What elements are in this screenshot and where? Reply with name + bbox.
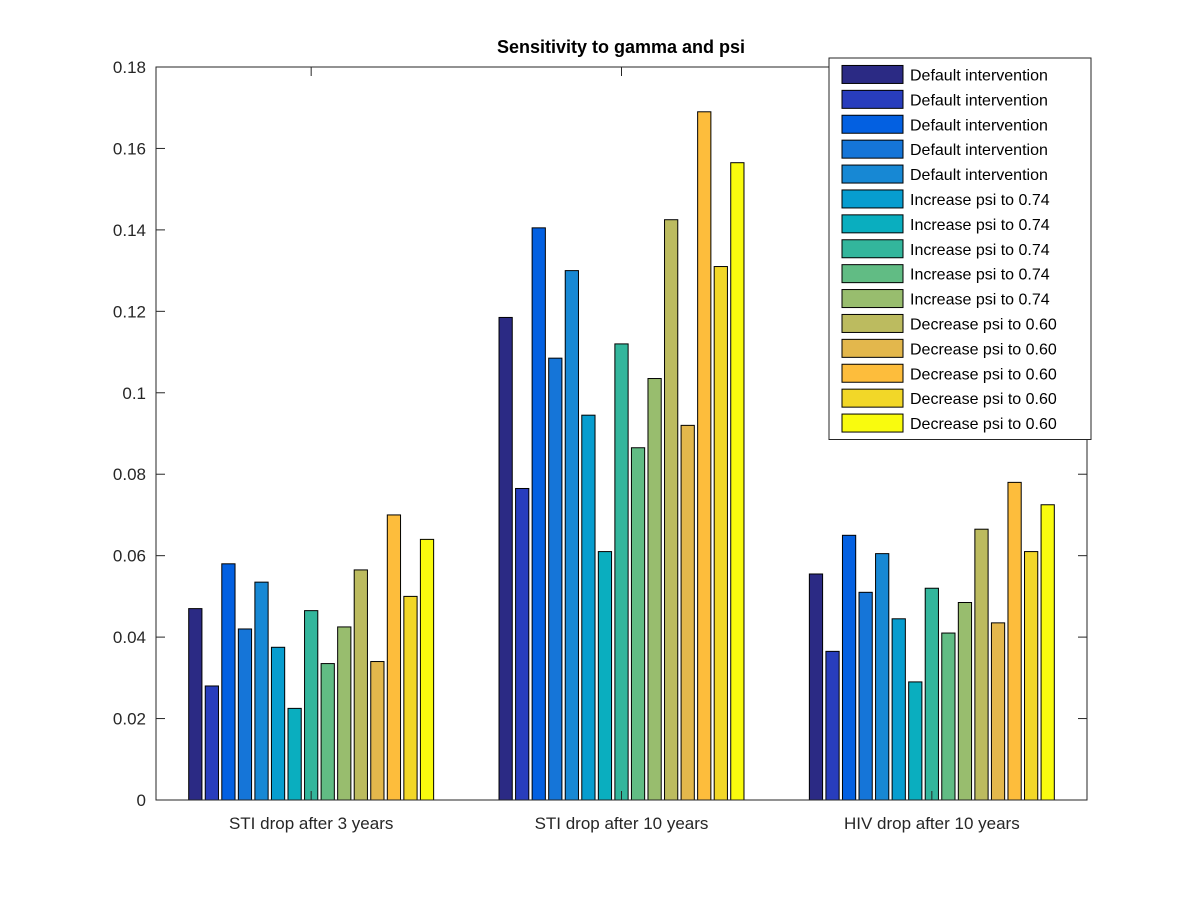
legend-swatch [841,114,904,134]
bar [254,581,269,801]
bar [581,414,596,801]
bar [664,219,679,801]
bar [221,563,236,801]
x-tick-label: STI drop after 10 years [535,814,709,833]
bar [320,663,335,801]
y-tick-label: 0.02 [113,710,146,729]
bar [188,608,203,801]
legend-label: Increase psi to 0.74 [910,242,1050,259]
bar [957,602,973,801]
bar [531,227,546,801]
bar [697,111,712,801]
y-tick-label: 0.18 [113,58,146,77]
bar [974,528,989,801]
bar [204,685,219,801]
legend-swatch [841,164,904,184]
legend-label: Increase psi to 0.74 [910,192,1050,209]
legend-swatch [841,388,904,408]
y-tick-label: 0.12 [113,302,146,321]
legend-label: Default intervention [910,67,1048,84]
axes-group: 0 0.02 0.04 0.06 0.08 0.1 0.12 0.14 0.16 0.18 STI … [113,58,1088,833]
y-tick-label: 0.14 [113,221,146,240]
bar [825,650,840,801]
legend-label: Decrease psi to 0.60 [910,391,1057,408]
bar [680,424,695,801]
legend-swatch [841,289,904,309]
legend-swatch [841,214,904,234]
legend-swatch [841,313,904,333]
bar [304,610,319,801]
legend-swatch [841,264,904,284]
bar [370,661,385,801]
y-tick-label: 0 [137,791,146,810]
y-tick-label: 0.1 [122,384,146,403]
legend-swatch [841,139,904,159]
bar [841,534,857,801]
bar [564,270,579,801]
bar [808,573,824,801]
bar [353,569,368,801]
legend-swatch [841,363,904,383]
bar [647,378,662,801]
bar [597,551,613,801]
legend-label: Default intervention [910,117,1048,134]
bar [1024,551,1039,801]
bar [548,357,563,801]
bar [1007,481,1022,801]
legend-label: Decrease psi to 0.60 [910,316,1057,333]
bar [386,514,402,801]
bar [924,587,939,801]
legend-label: Default intervention [910,167,1048,184]
bar [730,162,745,801]
y-tick-label: 0.16 [113,139,146,158]
x-tick-label: STI drop after 3 years [229,814,393,833]
legend-swatch [841,64,904,84]
bar [419,538,435,801]
bar [941,632,956,801]
legend-label: Default intervention [910,92,1048,109]
legend-label: Decrease psi to 0.60 [910,416,1057,433]
legend-swatch [841,89,904,109]
bar [1040,504,1055,801]
bar [891,618,906,801]
bar [875,553,890,801]
y-tick-label: 0.04 [113,628,146,647]
legend-label: Decrease psi to 0.60 [910,341,1057,358]
bar [614,343,629,801]
bar [713,266,728,801]
legend-label: Increase psi to 0.74 [910,217,1050,234]
bar [287,707,302,801]
legend: Default intervention Default intervention… [828,57,1092,440]
bar [498,316,513,801]
bar [858,591,873,801]
chart-title: Sensitivity to gamma and psi [497,37,745,57]
y-tick-label: 0.06 [113,547,146,566]
legend-swatch [841,189,904,209]
bar [337,626,352,801]
bar [237,628,253,801]
legend-label: Increase psi to 0.74 [910,267,1050,284]
legend-swatch [841,413,904,433]
bar [515,487,530,801]
legend-swatch [841,239,904,259]
legend-label: Default intervention [910,142,1048,159]
bar [908,681,923,801]
legend-swatch [841,338,904,358]
y-tick-label: 0.08 [113,465,146,484]
x-tick-label: HIV drop after 10 years [844,814,1020,833]
bar [403,595,418,801]
bar [270,646,286,801]
legend-label: Decrease psi to 0.60 [910,366,1057,383]
legend-label: Increase psi to 0.74 [910,292,1050,309]
bar [990,622,1006,801]
bar [630,447,646,801]
